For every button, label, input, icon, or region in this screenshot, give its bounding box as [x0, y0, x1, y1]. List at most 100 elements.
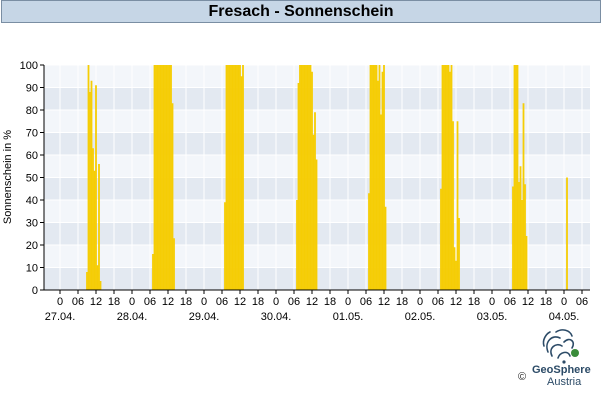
sunshine-bar	[165, 65, 168, 290]
sunshine-bar	[513, 65, 516, 290]
sunshine-bar	[450, 65, 453, 290]
y-tick-label: 60	[26, 150, 38, 162]
x-tick-label: 0	[201, 296, 207, 308]
sunshine-bar	[167, 65, 169, 290]
x-tick-label: 18	[540, 296, 552, 308]
sunshine-bar	[155, 65, 157, 290]
y-tick-label: 90	[26, 83, 38, 95]
x-tick-label: 0	[57, 296, 63, 308]
sunshine-bar	[312, 134, 315, 290]
x-tick-label: 0	[129, 296, 135, 308]
sunshine-bar	[299, 65, 301, 290]
sunshine-bar	[521, 200, 523, 290]
sunshine-bar	[225, 65, 228, 290]
sunshine-bar	[164, 65, 166, 290]
sunshine-bar	[455, 260, 457, 290]
x-tick-label: 0	[345, 296, 351, 308]
sunshine-bar	[315, 159, 318, 290]
x-tick-label: 06	[288, 296, 300, 308]
sunshine-bar	[368, 193, 370, 290]
sunshine-bar	[240, 76, 243, 290]
geosphere-logo: GeoSphere Austria	[518, 322, 602, 398]
x-date-label: 27.04.	[45, 311, 76, 323]
sunshine-bar	[311, 71, 313, 290]
plot-band	[44, 110, 590, 133]
x-tick-label: 12	[450, 296, 462, 308]
sunshine-bar	[153, 65, 156, 290]
sunshine-bar	[92, 148, 94, 290]
x-tick-label: 06	[576, 296, 588, 308]
x-date-label: 01.05.	[333, 311, 364, 323]
sunshine-bar	[519, 166, 522, 290]
x-tick-label: 12	[234, 296, 246, 308]
sunshine-bar	[237, 65, 240, 290]
y-tick-label: 100	[20, 60, 38, 72]
sunshine-bar	[441, 65, 444, 290]
x-tick-label: 06	[72, 296, 84, 308]
logo-brand: GeoSphere	[532, 364, 591, 376]
sunshine-bar	[452, 121, 454, 290]
sunshine-bar	[566, 177, 568, 290]
sunshine-bar	[305, 65, 307, 290]
plot-band	[44, 87, 590, 110]
sunshine-bar	[308, 65, 310, 290]
sunshine-bar	[242, 65, 244, 290]
sunshine-bar	[369, 65, 372, 290]
x-tick-label: 06	[432, 296, 444, 308]
sunshine-bar	[515, 65, 517, 290]
sunshine-bar	[228, 65, 231, 290]
x-date-label: 02.05.	[405, 311, 436, 323]
sunshine-bar	[233, 65, 235, 290]
y-tick-label: 0	[32, 285, 38, 297]
sunshine-bar	[378, 65, 381, 290]
sunshine-bar	[524, 184, 526, 290]
sunshine-bar	[297, 83, 300, 290]
sunshine-bar	[156, 65, 159, 290]
copyright-symbol: ©	[518, 371, 527, 383]
x-date-label: 03.05.	[477, 311, 508, 323]
sunshine-bar	[381, 71, 384, 290]
x-tick-label: 06	[504, 296, 516, 308]
x-date-label: 28.04.	[117, 311, 148, 323]
sunshine-bar	[239, 65, 241, 290]
sunshine-bar	[231, 65, 234, 290]
sunshine-bar	[302, 65, 304, 290]
sunshine-bar	[96, 265, 99, 290]
x-tick-label: 12	[522, 296, 534, 308]
x-tick-label: 18	[396, 296, 408, 308]
sunshine-bar	[230, 65, 232, 290]
sunshine-bar	[522, 103, 525, 290]
x-tick-label: 18	[252, 296, 264, 308]
sunshine-bar	[152, 254, 154, 290]
sunshine-bar	[158, 65, 160, 290]
sunshine-bar	[86, 272, 88, 290]
sunshine-bar	[516, 65, 519, 290]
x-tick-label: 12	[306, 296, 318, 308]
sunshine-bar	[372, 65, 375, 290]
axes: 0 10 20 30 40 50 60 70 80 90 100 0 06 12 18 0 06 12 18 0 06 1…	[20, 60, 590, 323]
sunshine-bar	[300, 65, 303, 290]
plot-grid	[44, 64, 590, 291]
x-tick-label: 0	[417, 296, 423, 308]
sunshine-bar	[303, 65, 306, 290]
x-tick-label: 06	[216, 296, 228, 308]
x-tick-label: 18	[468, 296, 480, 308]
sunshine-bar	[458, 218, 460, 290]
sunshine-bar	[380, 114, 382, 290]
plot-band	[44, 65, 590, 88]
sunshine-bar	[440, 188, 442, 290]
sunshine-bar	[314, 112, 316, 290]
sunshine-bar	[159, 65, 162, 290]
sunshine-bar	[306, 65, 309, 290]
logo-country: Austria	[547, 376, 582, 388]
sunshine-bar	[95, 85, 97, 290]
x-date-label: 29.04.	[189, 311, 220, 323]
sunshine-bar	[90, 80, 93, 290]
x-tick-label: 18	[108, 296, 120, 308]
sunshine-bars	[86, 65, 568, 290]
x-tick-label: 12	[162, 296, 174, 308]
plot-band	[44, 132, 590, 155]
sunshine-bar	[447, 65, 450, 290]
sunshine-bar	[449, 71, 451, 290]
